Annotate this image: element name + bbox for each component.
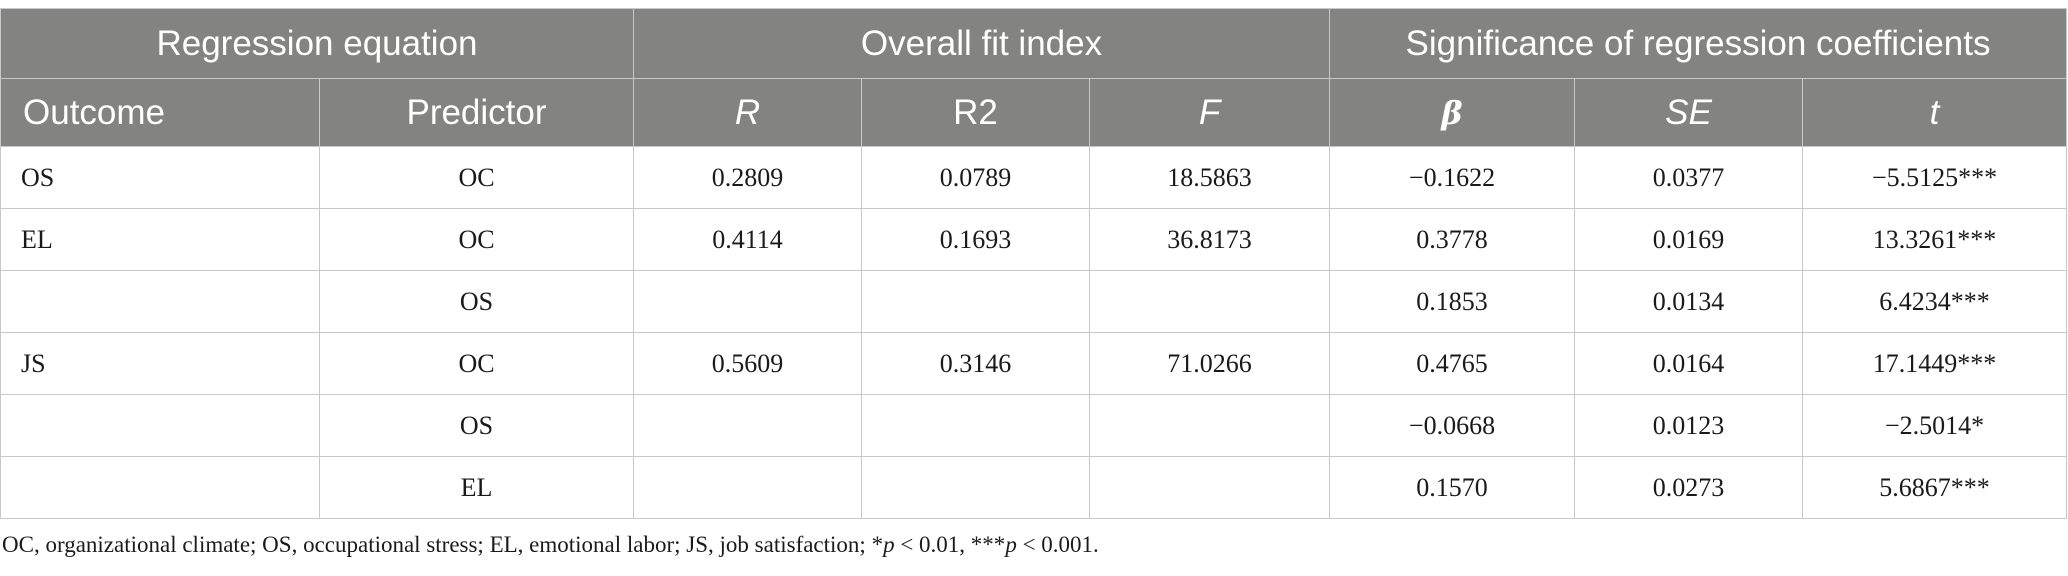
r-cell [633,394,862,457]
r-cell: 0.5609 [633,332,862,395]
se-cell: 0.0164 [1574,332,1804,395]
t-cell: 13.3261*** [1802,208,2068,271]
predictor-cell: OS [319,394,634,457]
r2-cell [861,394,1090,457]
beta-cell: 0.4765 [1329,332,1576,395]
column-header-beta: β [1329,78,1576,147]
t-cell: 6.4234*** [1802,270,2068,333]
r-cell [633,456,862,519]
column-header-se: SE [1574,78,1804,147]
footnote-threshold: < 0.01, *** [894,532,1006,557]
group-header-regression-equation: Regression equation [0,8,634,79]
footnote-p-symbol: p [883,532,895,557]
outcome-cell: JS [0,332,320,395]
table-row: OS −0.0668 0.0123 −2.5014* [0,394,2068,457]
r2-cell [861,270,1090,333]
outcome-cell [0,270,320,333]
outcome-cell [0,456,320,519]
beta-cell: −0.1622 [1329,146,1576,209]
t-cell: 5.6867*** [1802,456,2068,519]
column-header-outcome: Outcome [0,78,320,147]
outcome-cell [0,394,320,457]
t-cell: 17.1449*** [1802,332,2068,395]
se-cell: 0.0377 [1574,146,1804,209]
table-footnote: OC, organizational climate; OS, occupati… [2,532,1099,558]
predictor-cell: OC [319,208,634,271]
f-cell: 18.5863 [1088,146,1331,209]
outcome-cell: OS [0,146,320,209]
predictor-cell: OC [319,332,634,395]
f-cell: 71.0266 [1088,332,1331,395]
footnote-abbreviations: OC, organizational climate; OS, occupati… [2,532,884,557]
table-row: OS 0.1853 0.0134 6.4234*** [0,270,2068,333]
se-cell: 0.0169 [1574,208,1804,271]
table-row: OS OC 0.2809 0.0789 18.5863 −0.1622 0.03… [0,146,2068,209]
r-cell [633,270,862,333]
footnote-threshold: < 0.001. [1016,532,1099,557]
t-cell: −5.5125*** [1802,146,2068,209]
se-cell: 0.0134 [1574,270,1804,333]
column-header-f: F [1088,78,1331,147]
f-cell [1088,270,1331,333]
column-header-row: Outcome Predictor R R2 F β SE t [0,78,2068,147]
t-cell: −2.5014* [1802,394,2068,457]
table-row: JS OC 0.5609 0.3146 71.0266 0.4765 0.016… [0,332,2068,395]
r2-cell: 0.3146 [861,332,1090,395]
f-cell [1088,456,1331,519]
column-header-predictor: Predictor [319,78,634,147]
column-header-r: R [633,78,862,147]
r2-cell: 0.1693 [861,208,1090,271]
se-cell: 0.0273 [1574,456,1804,519]
outcome-cell: EL [0,208,320,271]
f-cell: 36.8173 [1088,208,1331,271]
table-row: EL OC 0.4114 0.1693 36.8173 0.3778 0.016… [0,208,2068,271]
r-cell: 0.2809 [633,146,862,209]
beta-cell: 0.1853 [1329,270,1576,333]
r2-cell [861,456,1090,519]
group-header-overall-fit: Overall fit index [632,8,1331,79]
beta-cell: −0.0668 [1329,394,1576,457]
predictor-cell: OS [319,270,634,333]
footnote-p-symbol: p [1005,532,1017,557]
table-row: EL 0.1570 0.0273 5.6867*** [0,456,2068,519]
predictor-cell: OC [319,146,634,209]
f-cell [1088,394,1331,457]
column-header-t: t [1802,78,2068,147]
predictor-cell: EL [319,456,634,519]
column-header-r2: R2 [861,78,1090,147]
regression-table: Regression equation Overall fit index Si… [0,8,2068,519]
r-cell: 0.4114 [633,208,862,271]
beta-cell: 0.1570 [1329,456,1576,519]
group-header-significance: Significance of regression coefficients [1329,8,2068,79]
group-header-row: Regression equation Overall fit index Si… [0,8,2068,79]
se-cell: 0.0123 [1574,394,1804,457]
beta-cell: 0.3778 [1329,208,1576,271]
r2-cell: 0.0789 [861,146,1090,209]
